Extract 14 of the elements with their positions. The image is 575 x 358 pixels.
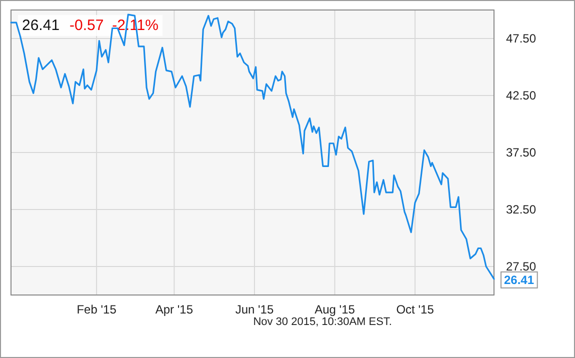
x-tick-label: Aug '15	[314, 302, 356, 317]
text: 26.41	[22, 17, 60, 34]
text: Nov 30 2015, 10:30AM EST.	[253, 316, 392, 328]
line-series	[10, 14, 495, 280]
x-tick-label: Oct '15	[396, 302, 434, 317]
x-tick-label: Jun '15	[235, 302, 274, 317]
y-tick-label: 32.50	[506, 202, 536, 216]
y-tick-label: 37.50	[506, 145, 536, 160]
y-tick-label: 27.50	[506, 259, 536, 274]
x-tick-label: Apr '15	[155, 302, 194, 317]
y-tick-label: 42.50	[506, 88, 536, 102]
y-tick-label: 47.50	[506, 31, 536, 46]
x-tick-label: Feb '15	[76, 302, 117, 317]
annotation: 26.41	[504, 272, 534, 287]
